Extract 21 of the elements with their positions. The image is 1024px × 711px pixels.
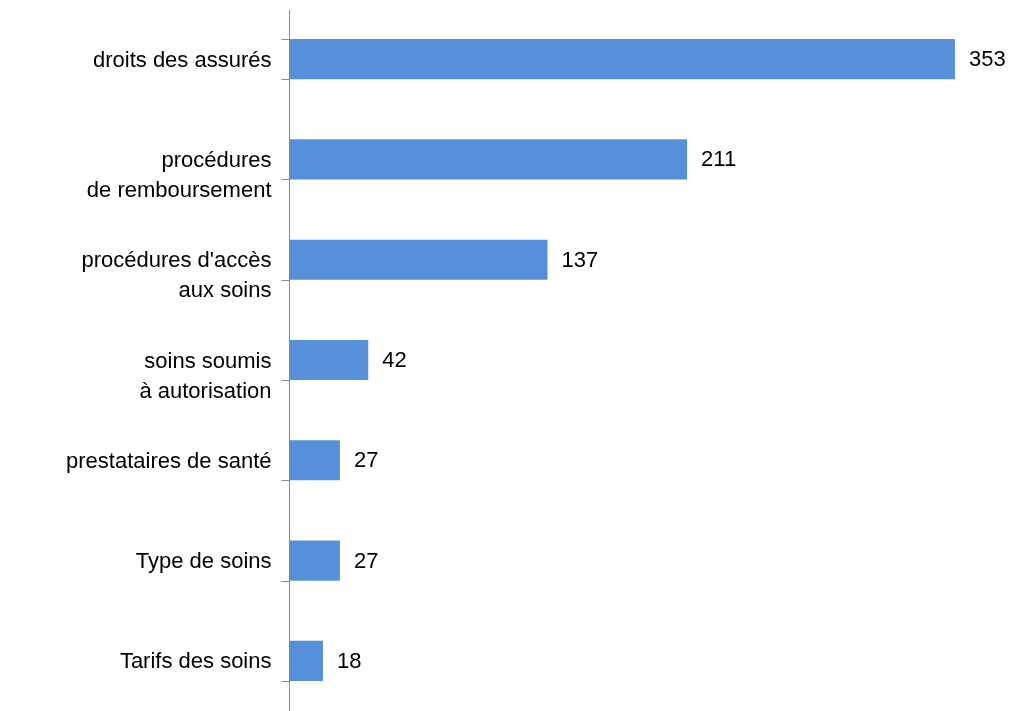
y-tick-label: procédures de remboursement <box>86 146 272 202</box>
y-tick-label: Type de soins <box>135 548 272 574</box>
data-label: 27 <box>353 447 379 473</box>
bar <box>289 39 955 80</box>
y-tick-label: procédures d'accès aux soins <box>81 247 272 303</box>
data-label: 27 <box>353 547 379 573</box>
bar <box>289 640 323 681</box>
data-label: 211 <box>701 146 737 172</box>
y-tick-label: soins soumis à autorisation <box>139 347 272 403</box>
y-tick-label: prestataires de santé <box>66 447 272 473</box>
bar <box>289 440 340 481</box>
bar <box>289 540 340 581</box>
bar <box>289 139 688 180</box>
y-tick-label: Tarifs des soins <box>119 648 272 674</box>
y-tick-label: droits des assurés <box>92 46 272 72</box>
data-label: 137 <box>561 246 599 272</box>
bar <box>289 239 548 280</box>
bar <box>289 339 369 381</box>
data-label: 42 <box>382 347 407 372</box>
data-label: 18 <box>336 647 362 673</box>
data-label: 353 <box>969 46 1006 72</box>
